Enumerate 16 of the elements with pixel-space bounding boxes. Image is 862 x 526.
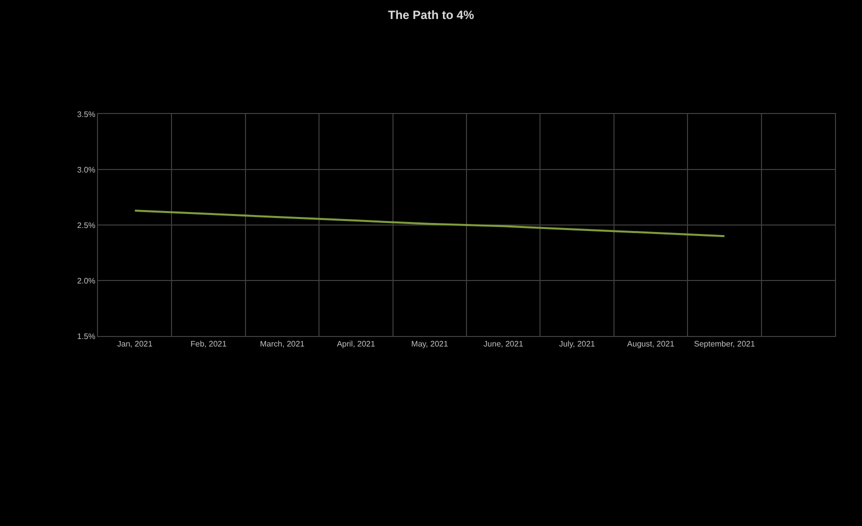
x-tick-label: Feb, 2021 <box>190 340 228 349</box>
x-tick-label: June, 2021 <box>484 340 524 349</box>
x-tick-label: April, 2021 <box>336 340 376 349</box>
y-tick-label: 1.5% <box>77 332 96 341</box>
y-tick-label: 3.0% <box>77 165 96 174</box>
x-tick-label: May, 2021 <box>411 340 449 349</box>
y-tick-label: 3.5% <box>77 110 96 119</box>
x-tick-label: March, 2021 <box>260 340 306 349</box>
x-tick-label: September, 2021 <box>694 340 756 349</box>
x-tick-label: Jan, 2021 <box>117 340 153 349</box>
y-tick-label: 2.5% <box>77 220 96 230</box>
x-tick-label: July, 2021 <box>559 340 596 349</box>
x-tick-label: August, 2021 <box>627 340 675 349</box>
y-tick-label: 2.0% <box>77 276 96 286</box>
chart-title: The Path to 4% <box>388 8 474 22</box>
line-series <box>134 210 726 238</box>
